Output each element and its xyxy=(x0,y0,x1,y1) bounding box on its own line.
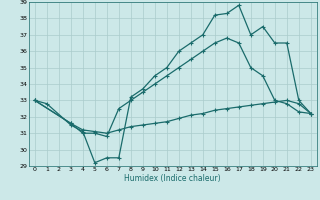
X-axis label: Humidex (Indice chaleur): Humidex (Indice chaleur) xyxy=(124,174,221,183)
